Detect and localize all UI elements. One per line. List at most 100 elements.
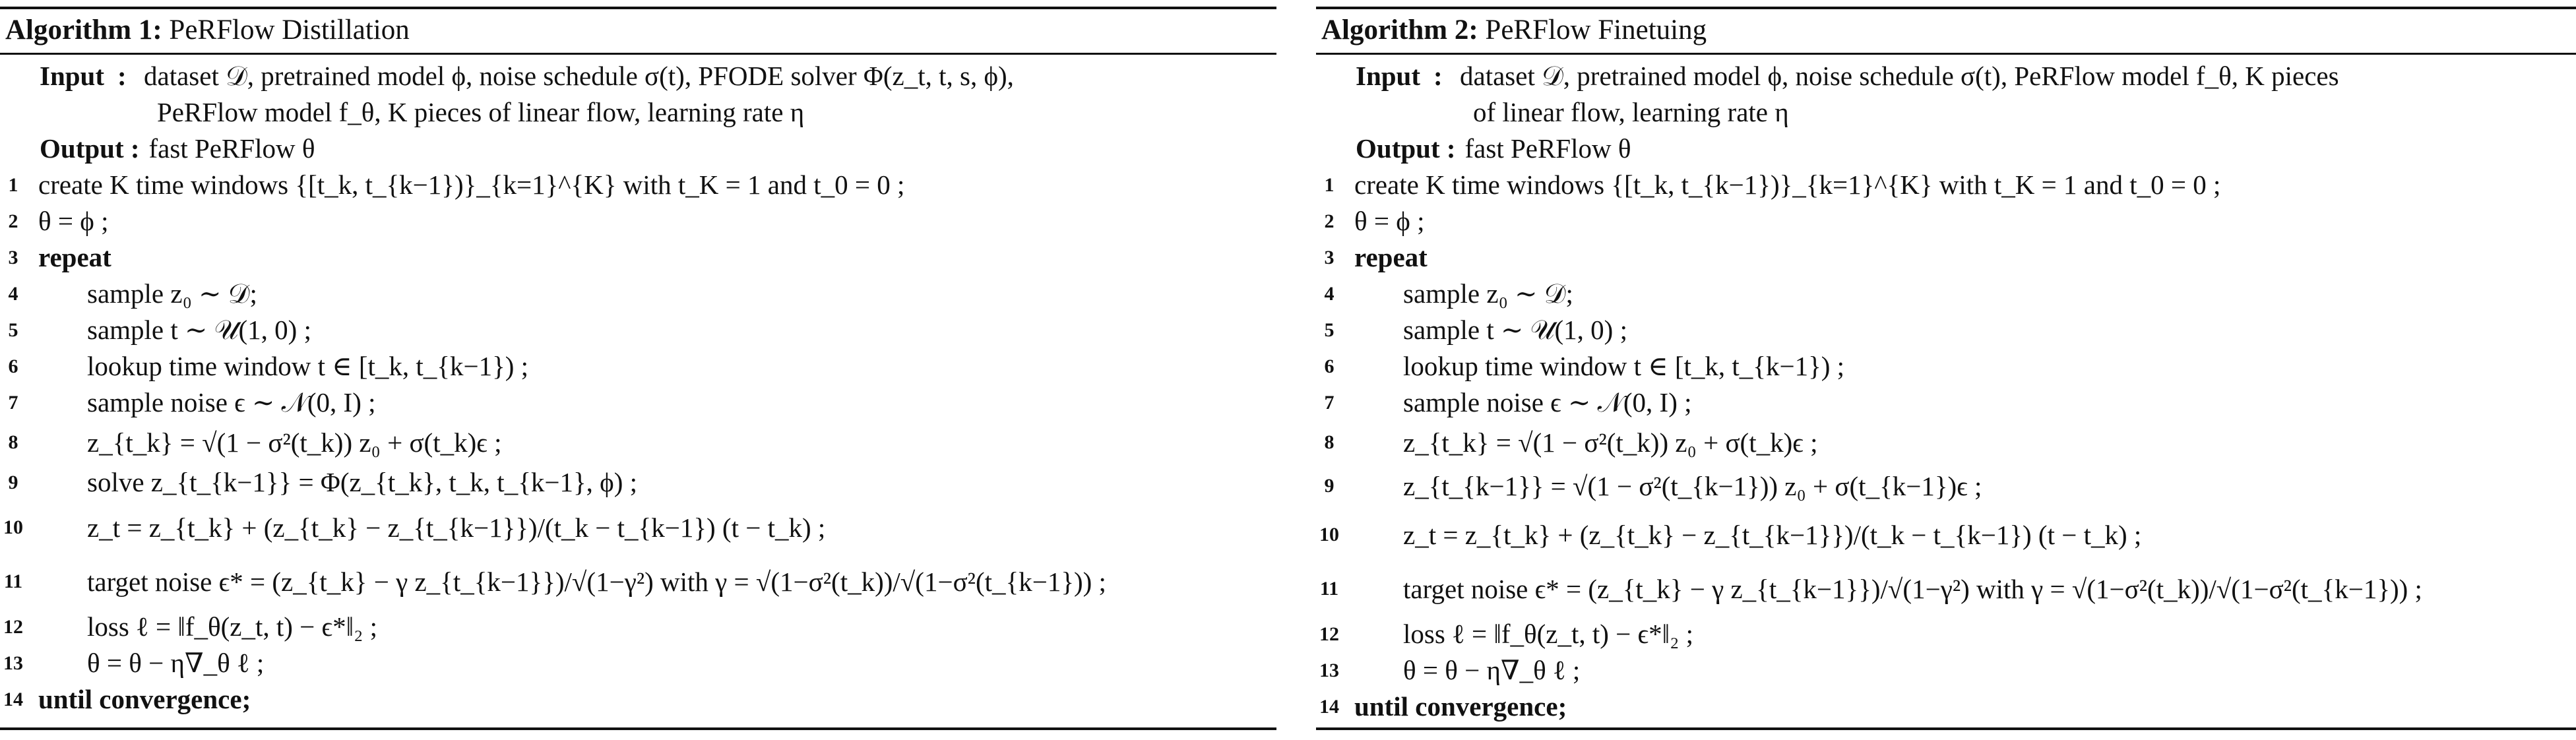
top-rule	[0, 7, 1276, 9]
line-text: repeat	[1354, 242, 1428, 272]
line-number: 8	[1324, 431, 1335, 453]
input-keyword: Input	[40, 61, 105, 91]
input-line-2: PeRFlow model f_θ, K pieces of linear fl…	[157, 97, 805, 127]
algorithm-2-header: Algorithm 2: PeRFlow Finetuing	[1321, 11, 1707, 50]
line-text: until convergence;	[1354, 691, 1567, 722]
line-text: create K time windows {[t_k, t_{k−1})}_{…	[1354, 170, 2221, 200]
algo-line: 9 z_{t_{k−1}} = √(1 − σ²(t_{k−1})) z₀ + σ…	[1316, 464, 2576, 508]
line-text: θ = ϕ ;	[1354, 206, 1425, 236]
line-text: create K time windows {[t_k, t_{k−1})}_{…	[38, 170, 905, 200]
algorithm-1-title: PeRFlow Distillation	[169, 15, 410, 46]
line-text: sample noise ϵ ∼ 𝒩(0, I) ;	[1403, 387, 1692, 417]
line-number: 11	[1319, 578, 1339, 600]
algo-line: 2 θ = ϕ ;	[1316, 203, 2576, 239]
algo-line: 4 sample z₀ ∼ 𝒟;	[0, 276, 1276, 312]
line-text: z_{t_k} = √(1 − σ²(t_k)) z₀ + σ(t_k)ϵ ;	[1403, 427, 1818, 458]
algo-line: 1 create K time windows {[t_k, t_{k−1})}_…	[0, 167, 1276, 203]
algorithm-1-header: Algorithm 1: PeRFlow Distillation	[5, 11, 410, 50]
algo-line: 8 z_{t_k} = √(1 − σ²(t_k)) z₀ + σ(t_k)ϵ ;	[1316, 421, 2576, 464]
line-text: target noise ϵ* = (z_{t_k} − γ z_{t_{k−1…	[1403, 574, 2422, 604]
algorithm-1-label: Algorithm 1:	[5, 15, 162, 46]
bottom-rule	[0, 727, 1276, 730]
top-rule	[1316, 7, 2576, 9]
line-number: 1	[8, 174, 18, 196]
algo-line: 8 z_{t_k} = √(1 − σ²(t_k)) z₀ + σ(t_k)ϵ ;	[0, 421, 1276, 464]
line-number: 5	[8, 319, 18, 341]
line-text: θ = θ − η∇_θ ℓ ;	[87, 648, 265, 678]
algo-line: 11 target noise ϵ* = (z_{t_k} − γ z_{t_{k…	[1316, 562, 2576, 616]
input-colon: :	[117, 61, 127, 91]
line-number: 2	[1324, 210, 1335, 232]
algorithm-2-title: PeRFlow Finetuing	[1485, 15, 1707, 46]
line-text: θ = ϕ ;	[38, 206, 109, 236]
algo-line: 6 lookup time window t ∈ [t_k, t_{k−1}) ;	[1316, 348, 2576, 385]
line-text: sample z₀ ∼ 𝒟;	[87, 278, 257, 309]
algo-line: 3 repeat	[1316, 239, 2576, 276]
line-text: loss ℓ = ‖f_θ(z_t, t) − ϵ*‖₂ ;	[1403, 619, 1694, 649]
line-number: 4	[8, 283, 18, 305]
line-number: 8	[8, 431, 18, 453]
algo-line: 14 until convergence;	[1316, 689, 2576, 725]
line-text: loss ℓ = ‖f_θ(z_t, t) − ϵ*‖₂ ;	[87, 611, 378, 642]
line-text: repeat	[38, 242, 111, 272]
output-text: fast PeRFlow θ	[1464, 133, 1631, 164]
line-text: lookup time window t ∈ [t_k, t_{k−1}) ;	[1403, 351, 1845, 381]
algo-line: 10 z_t = z_{t_k} + (z_{t_k} − z_{t_{k−1}}…	[0, 501, 1276, 555]
header-rule	[0, 53, 1276, 55]
algo-line: 1 create K time windows {[t_k, t_{k−1})}_…	[1316, 167, 2576, 203]
header-rule	[1316, 53, 2576, 55]
line-number: 13	[3, 652, 23, 674]
line-text: sample t ∼ 𝒰(1, 0) ;	[1403, 315, 1627, 345]
output-spec: Output : fast PeRFlow θ	[0, 131, 1276, 167]
input-colon: :	[1433, 61, 1443, 91]
input-keyword: Input	[1356, 61, 1421, 91]
input-line-1: dataset 𝒟, pretrained model ϕ, noise sch…	[1460, 61, 2339, 91]
algo-line: 7 sample noise ϵ ∼ 𝒩(0, I) ;	[0, 385, 1276, 421]
line-text: sample z₀ ∼ 𝒟;	[1403, 278, 1573, 309]
line-number: 10	[1319, 524, 1339, 545]
output-keyword: Output :	[1356, 133, 1456, 164]
algo-line: 6 lookup time window t ∈ [t_k, t_{k−1}) ;	[0, 348, 1276, 385]
algo-line: 2 θ = ϕ ;	[0, 203, 1276, 239]
output-text: fast PeRFlow θ	[148, 133, 315, 164]
line-number: 11	[3, 570, 23, 592]
algo-line: 13 θ = θ − η∇_θ ℓ ;	[1316, 652, 2576, 689]
algo-line: 5 sample t ∼ 𝒰(1, 0) ;	[0, 312, 1276, 348]
line-number: 2	[8, 210, 18, 232]
algo-line: 10 z_t = z_{t_k} + (z_{t_k} − z_{t_{k−1}}…	[1316, 508, 2576, 562]
line-number: 7	[8, 392, 18, 414]
line-number: 5	[1324, 319, 1335, 341]
line-number: 10	[3, 516, 23, 538]
algo-line: 5 sample t ∼ 𝒰(1, 0) ;	[1316, 312, 2576, 348]
line-number: 14	[1319, 696, 1339, 718]
line-number: 9	[1324, 475, 1335, 497]
algorithm-2-body: Input: dataset 𝒟, pretrained model ϕ, noi…	[1316, 58, 2576, 725]
line-number: 3	[1324, 247, 1335, 268]
algo-line: 9 solve z_{t_{k−1}} = Φ(z_{t_k}, t_k, t_{…	[0, 464, 1276, 501]
line-number: 6	[1324, 355, 1335, 377]
line-text: z_{t_{k−1}} = √(1 − σ²(t_{k−1})) z₀ + σ(…	[1403, 471, 1982, 501]
algorithm-2-block: Algorithm 2: PeRFlow Finetuing Input: dat…	[1316, 7, 2576, 732]
line-number: 1	[1324, 174, 1335, 196]
line-text: target noise ϵ* = (z_{t_k} − γ z_{t_{k−1…	[87, 567, 1106, 597]
line-text: sample t ∼ 𝒰(1, 0) ;	[87, 315, 311, 345]
line-number: 12	[1319, 623, 1339, 645]
bottom-rule	[1316, 727, 2576, 730]
input-line-1: dataset 𝒟, pretrained model ϕ, noise sch…	[144, 61, 1014, 91]
line-text: until convergence;	[38, 684, 251, 714]
algo-line: 12 loss ℓ = ‖f_θ(z_t, t) − ϵ*‖₂ ;	[1316, 616, 2576, 652]
line-number: 13	[1319, 660, 1339, 681]
line-text: lookup time window t ∈ [t_k, t_{k−1}) ;	[87, 351, 529, 381]
output-keyword: Output :	[40, 133, 140, 164]
line-text: sample noise ϵ ∼ 𝒩(0, I) ;	[87, 387, 376, 417]
algo-line: 4 sample z₀ ∼ 𝒟;	[1316, 276, 2576, 312]
output-spec: Output : fast PeRFlow θ	[1316, 131, 2576, 167]
line-number: 6	[8, 355, 18, 377]
line-number: 7	[1324, 392, 1335, 414]
algo-line: 11 target noise ϵ* = (z_{t_k} − γ z_{t_{k…	[0, 555, 1276, 609]
line-number: 9	[8, 472, 18, 493]
algorithm-1-block: Algorithm 1: PeRFlow Distillation Input:…	[0, 7, 1276, 732]
line-text: solve z_{t_{k−1}} = Φ(z_{t_k}, t_k, t_{k…	[87, 467, 638, 497]
input-spec: Input: dataset 𝒟, pretrained model ϕ, noi…	[1316, 58, 2576, 131]
algorithm-1-body: Input: dataset 𝒟, pretrained model ϕ, noi…	[0, 58, 1276, 718]
